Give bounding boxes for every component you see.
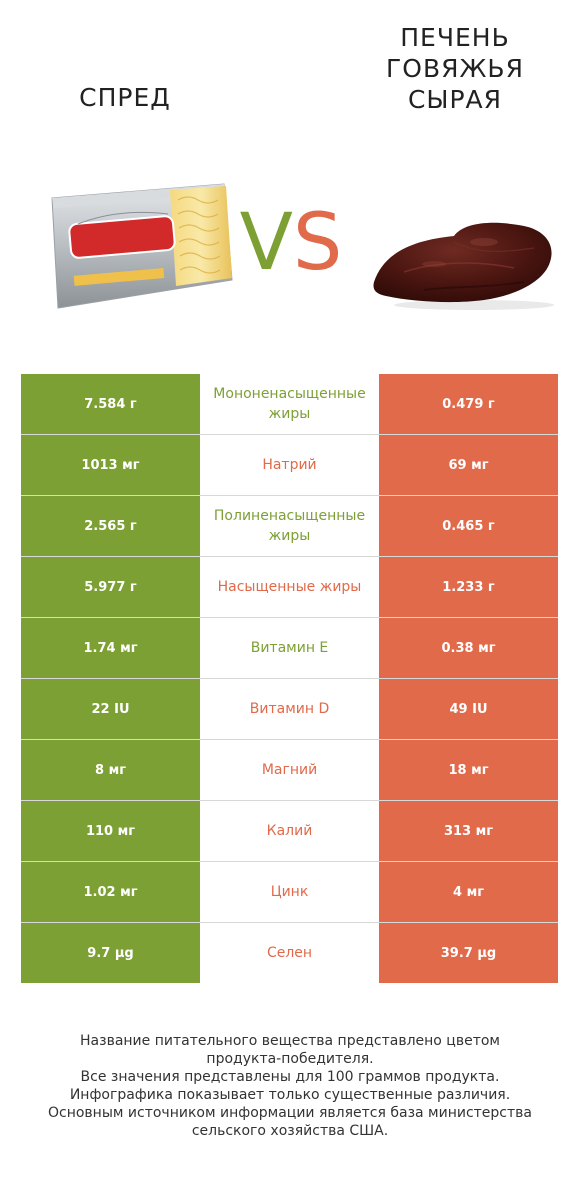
raw-beef-liver-image — [373, 222, 554, 310]
product-right-title: Печень говяжья сырая — [350, 22, 560, 115]
versus-v: V — [239, 198, 293, 288]
nutrient-label: Калий — [266, 823, 313, 839]
left-value-cell: 9.7 µg — [21, 923, 200, 983]
table-row: 1013 мг Натрий 69 мг — [21, 435, 558, 496]
right-value-cell: 4 мг — [379, 862, 558, 922]
right-value-cell: 69 мг — [379, 435, 558, 495]
nutrient-label: Полиненасыщенные жиры — [213, 508, 366, 544]
table-row: 1.02 мг Цинк 4 мг — [21, 862, 558, 923]
table-row: 1.74 мг Витамин E 0.38 мг — [21, 618, 558, 679]
product-right-title-line: говяжья — [386, 54, 524, 83]
product-right-title-line: сырая — [407, 85, 503, 114]
left-value-cell: 5.977 г — [21, 557, 200, 617]
nutrient-label: Магний — [261, 762, 318, 778]
nutrient-label: Цинк — [270, 884, 309, 900]
nutrient-label: Насыщенные жиры — [217, 579, 362, 595]
comparison-table: 7.584 г Мононенасыщенные жиры 0.479 г 1013 … — [21, 374, 558, 983]
left-value-cell: 1.02 мг — [21, 862, 200, 922]
right-value-cell: 18 мг — [379, 740, 558, 800]
nutrient-label: Витамин E — [250, 640, 329, 656]
right-value-cell: 0.38 мг — [379, 618, 558, 678]
left-value-cell: 2.565 г — [21, 496, 200, 556]
spread-pack-image — [51, 183, 233, 309]
left-value-cell: 7.584 г — [21, 374, 200, 434]
footer-note: Название питательного вещества представл… — [20, 1032, 560, 1140]
right-value-cell: 313 мг — [379, 801, 558, 861]
product-left-title: Спред — [79, 83, 171, 112]
table-row: 8 мг Магний 18 мг — [21, 740, 558, 801]
footer-line: Основным источником информации является … — [48, 1105, 532, 1121]
footer-line: Все значения представлены для 100 граммо… — [80, 1069, 500, 1085]
versus-s: S — [292, 198, 343, 288]
product-right-title-line: Печень — [400, 23, 510, 52]
footer-line: Название питательного вещества представл… — [80, 1033, 500, 1049]
right-value-cell: 49 IU — [379, 679, 558, 739]
table-row: 2.565 г Полиненасыщенные жиры 0.465 г — [21, 496, 558, 557]
table-row: 5.977 г Насыщенные жиры 1.233 г — [21, 557, 558, 618]
nutrient-label: Натрий — [262, 457, 317, 473]
footer-line: сельского хозяйства США. — [191, 1123, 389, 1139]
right-value-cell: 1.233 г — [379, 557, 558, 617]
left-value-cell: 8 мг — [21, 740, 200, 800]
right-value-cell: 39.7 µg — [379, 923, 558, 983]
footer-line: Инфографика показывает только существенн… — [69, 1087, 511, 1103]
left-value-cell: 22 IU — [21, 679, 200, 739]
right-value-cell: 0.465 г — [379, 496, 558, 556]
table-row: 9.7 µg Селен 39.7 µg — [21, 923, 558, 983]
right-value-cell: 0.479 г — [379, 374, 558, 434]
nutrient-label: Мононенасыщенные жиры — [213, 386, 366, 422]
table-row: 22 IU Витамин D 49 IU — [21, 679, 558, 740]
nutrient-label: Витамин D — [249, 701, 330, 717]
nutrient-label: Селен — [266, 945, 313, 961]
left-value-cell: 1013 мг — [21, 435, 200, 495]
table-row: 110 мг Калий 313 мг — [21, 801, 558, 862]
left-value-cell: 1.74 мг — [21, 618, 200, 678]
versus-label: VS — [226, 198, 356, 288]
footer-line: продукта-победителя. — [206, 1051, 374, 1067]
table-row: 7.584 г Мононенасыщенные жиры 0.479 г — [21, 374, 558, 435]
left-value-cell: 110 мг — [21, 801, 200, 861]
